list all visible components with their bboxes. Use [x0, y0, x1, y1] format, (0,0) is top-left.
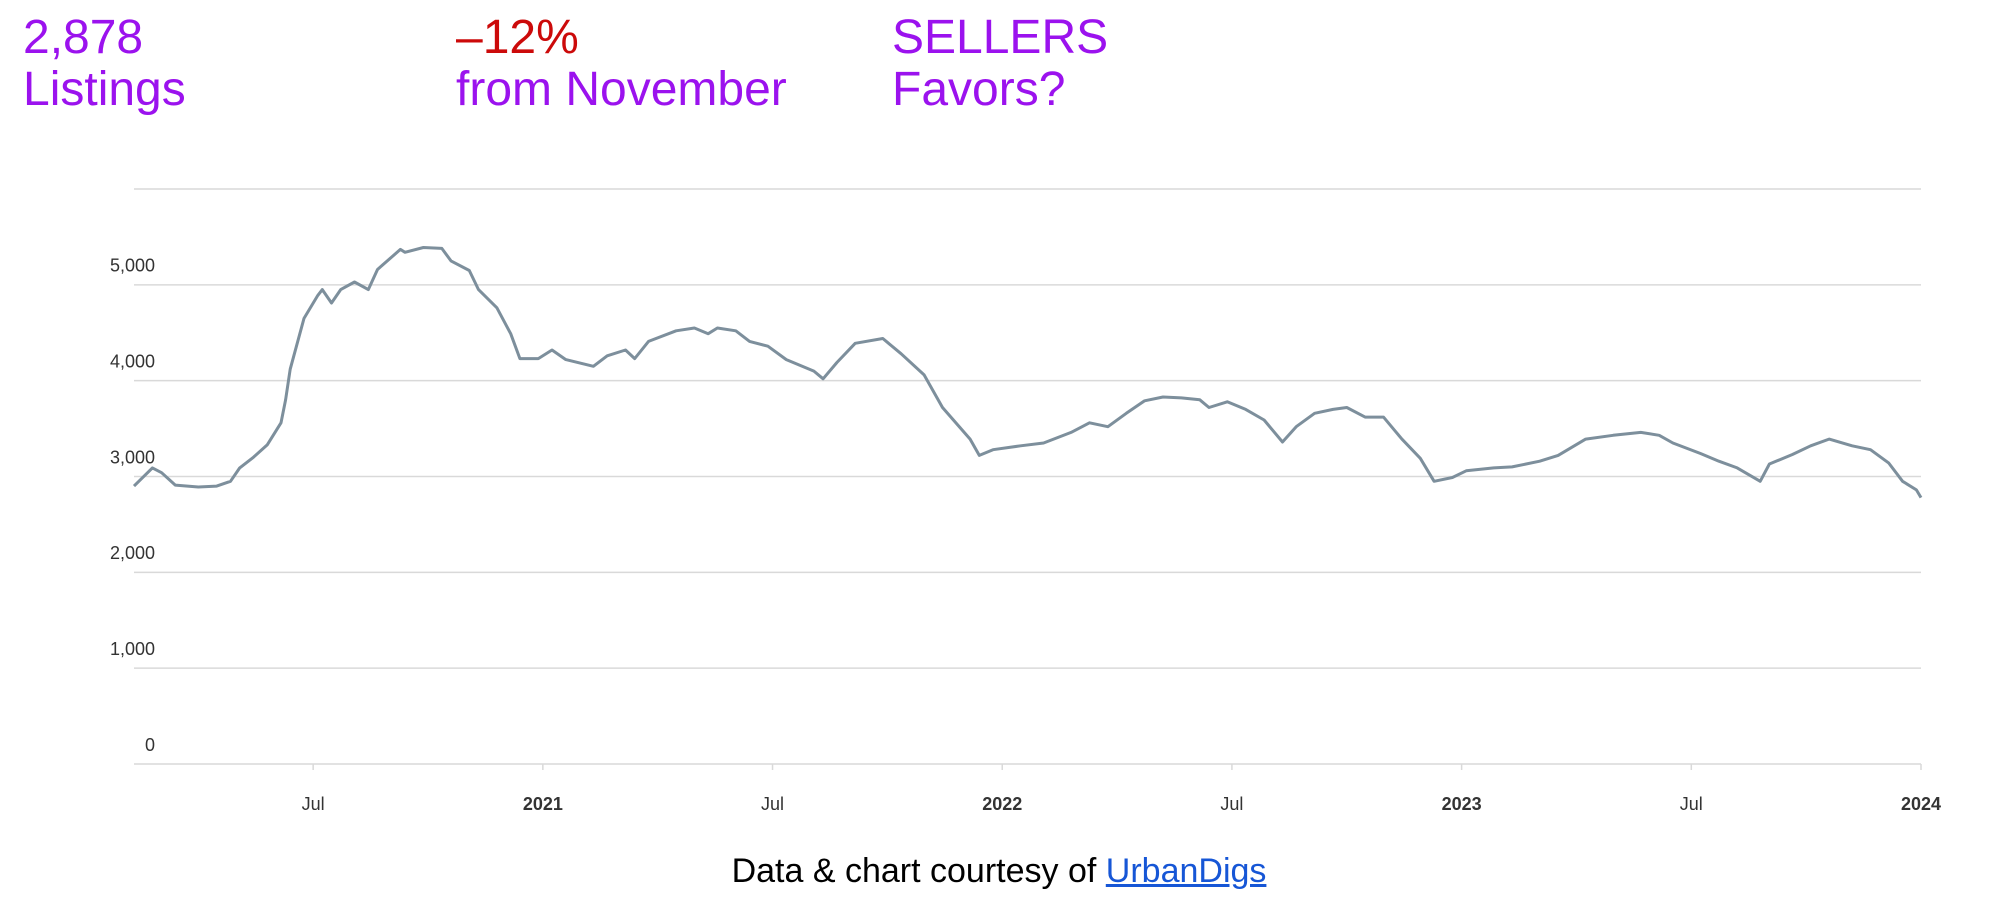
- line: [132, 246, 1923, 499]
- stat-value: SELLERS: [892, 11, 1109, 64]
- stat: 2,878 Listings: [23, 12, 186, 116]
- x-tick-label: Jul: [302, 794, 325, 814]
- y-tick-label: 2,000: [110, 543, 155, 563]
- x-tick-label: Jul: [761, 794, 784, 814]
- footer-link[interactable]: UrbanDigs: [1105, 852, 1267, 890]
- x-tick-label: 2024: [1901, 794, 1941, 814]
- stat-value: –12%: [456, 11, 579, 64]
- y-tick-label: 4,000: [110, 351, 155, 371]
- y-tick-label: 5,000: [110, 256, 155, 276]
- stat-label: Favors?: [892, 63, 1066, 116]
- y-tick-label: 0: [145, 735, 155, 755]
- stat: SELLERS Favors?: [892, 12, 1108, 116]
- chart: 0 1,000 2,000 3,000 4,000 5,000 Jul 2021 Jul 2022…: [110, 188, 1941, 814]
- y-tick-label: 3,000: [110, 447, 155, 467]
- stat-label: from November: [456, 63, 787, 116]
- y-tick-label: 1,000: [110, 639, 155, 659]
- footer: Data & chart courtesy of UrbanDigs: [0, 852, 1998, 891]
- x-tick-label: Jul: [1220, 794, 1243, 814]
- x-tick-label: 2021: [523, 794, 563, 814]
- stat-label: Listings: [23, 63, 186, 116]
- stat-value: 2,878: [23, 11, 144, 64]
- x-tick-label: Jul: [1680, 794, 1703, 814]
- x-tick-label: 2022: [982, 794, 1022, 814]
- x-tick-label: 2023: [1442, 794, 1482, 814]
- footer-text: Data & chart courtesy of: [731, 852, 1097, 890]
- stat: –12% from November: [456, 12, 787, 116]
